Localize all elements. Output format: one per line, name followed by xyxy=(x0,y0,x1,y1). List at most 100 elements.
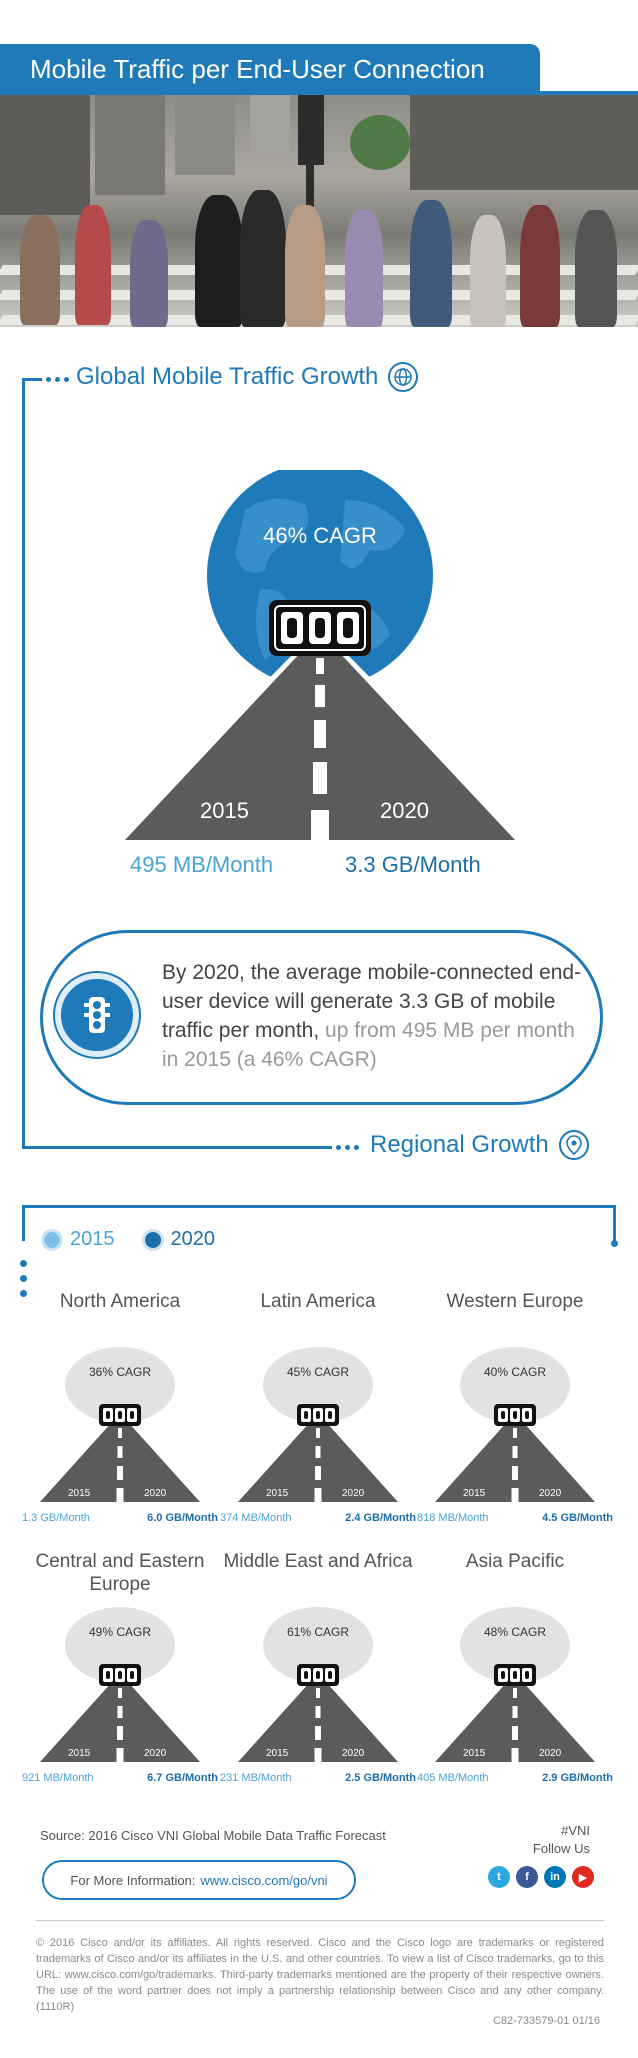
region-year-2020: 2020 xyxy=(342,1488,365,1499)
region-year-2015: 2015 xyxy=(68,1748,91,1759)
region-year-2015: 2015 xyxy=(463,1748,486,1759)
document-code: C82-733579-01 01/16 xyxy=(492,2015,600,2027)
region-card: Central and Eastern Europe 49% CAGR 2015 20… xyxy=(20,1550,220,1784)
region-road-graphic: 61% CAGR 2015 2020 xyxy=(228,1600,408,1770)
region-name: Asia Pacific xyxy=(465,1551,565,1572)
footer-divider xyxy=(36,1920,604,1921)
region-card: Asia Pacific 48% CAGR 2015 2020 405 MB/Month… xyxy=(415,1550,615,1784)
region-name: Latin America xyxy=(260,1291,376,1312)
traffic-light-icon xyxy=(55,973,139,1057)
region-road-svg xyxy=(30,1607,210,1765)
regional-bracket-right xyxy=(613,1205,616,1245)
region-rate-2020: 4.5 GB/Month xyxy=(542,1512,613,1524)
region-rate-2020: 2.4 GB/Month xyxy=(345,1512,416,1524)
regional-growth-title: Regional Growth xyxy=(370,1131,549,1158)
section-bracket-top xyxy=(22,378,42,381)
more-info-link[interactable]: www.cisco.com/go/vni xyxy=(200,1872,328,1888)
region-road-svg xyxy=(425,1347,605,1505)
follow-us-label: Follow Us xyxy=(532,1841,590,1856)
region-rates: 1.3 GB/Month 6.0 GB/Month xyxy=(20,1512,220,1524)
linkedin-icon[interactable]: in xyxy=(544,1866,566,1888)
region-rate-2015: 231 MB/Month xyxy=(220,1772,292,1784)
region-road-svg xyxy=(30,1347,210,1505)
region-road-graphic: 48% CAGR 2015 2020 xyxy=(425,1600,605,1770)
region-year-2020: 2020 xyxy=(144,1488,167,1499)
region-cagr: 49% CAGR xyxy=(88,1625,152,1639)
more-info-label: For More Information: xyxy=(70,1872,196,1888)
region-cagr: 61% CAGR xyxy=(286,1625,350,1639)
global-rate-2015: 495 MB/Month xyxy=(130,852,274,877)
region-rate-2015: 405 MB/Month xyxy=(417,1772,489,1784)
region-road-svg xyxy=(425,1607,605,1765)
region-card: Latin America 45% CAGR 2015 2020 374 MB/Mont… xyxy=(218,1290,418,1524)
region-year-2020: 2020 xyxy=(342,1748,365,1759)
global-cagr-label: 46% CAGR xyxy=(263,523,377,548)
twitter-icon[interactable]: t xyxy=(488,1866,510,1888)
region-road-svg xyxy=(228,1607,408,1765)
region-road-graphic: 45% CAGR 2015 2020 xyxy=(228,1340,408,1510)
regional-bracket-left xyxy=(22,1205,25,1241)
page-title: Mobile Traffic per End-User Connection xyxy=(0,44,540,94)
source-note: Source: 2016 Cisco VNI Global Mobile Dat… xyxy=(40,1828,386,1843)
region-name: Central and Eastern Europe xyxy=(35,1551,205,1595)
regional-bracket-top xyxy=(22,1205,616,1208)
region-year-2015: 2015 xyxy=(266,1488,289,1499)
region-year-2020: 2020 xyxy=(539,1488,562,1499)
year-legend: 2015 2020 xyxy=(44,1228,215,1251)
region-rates: 405 MB/Month 2.9 GB/Month xyxy=(415,1772,615,1784)
more-info-button[interactable]: For More Information: www.cisco.com/go/v… xyxy=(42,1860,356,1900)
callout-light-text: up from 495 MB per month in 2015 (a 46% … xyxy=(162,1019,575,1071)
region-year-2015: 2015 xyxy=(463,1488,486,1499)
region-rate-2020: 2.9 GB/Month xyxy=(542,1772,613,1784)
legend-swatch-2020 xyxy=(144,1231,161,1248)
region-card: North America 36% CAGR 2015 2020 1.3 GB/Mont… xyxy=(20,1290,220,1524)
callout-pill xyxy=(40,930,603,1105)
region-cagr: 36% CAGR xyxy=(88,1365,152,1379)
region-rate-2015: 1.3 GB/Month xyxy=(22,1512,90,1524)
region-rate-2015: 921 MB/Month xyxy=(22,1772,94,1784)
global-road-graphic xyxy=(105,470,535,845)
vni-hashtag: #VNI xyxy=(561,1823,590,1838)
region-card: Western Europe 40% CAGR 2015 2020 818 MB/Mon… xyxy=(415,1290,615,1524)
region-name: Middle East and Africa xyxy=(223,1551,413,1572)
street-crowd-photo xyxy=(0,95,638,327)
region-card: Middle East and Africa 61% CAGR 2015 2020 23… xyxy=(218,1550,418,1784)
region-rates: 921 MB/Month 6.7 GB/Month xyxy=(20,1772,220,1784)
legal-text: © 2016 Cisco and/or its affiliates. All … xyxy=(36,1937,604,2013)
title-underline xyxy=(0,91,638,95)
global-growth-heading: Global Mobile Traffic Growth xyxy=(76,362,419,392)
region-name: North America xyxy=(59,1291,181,1312)
region-rates: 231 MB/Month 2.5 GB/Month xyxy=(218,1772,418,1784)
social-links: t f in ▶ xyxy=(488,1866,594,1888)
region-rates: 818 MB/Month 4.5 GB/Month xyxy=(415,1512,615,1524)
region-cagr: 40% CAGR xyxy=(483,1365,547,1379)
location-pin-icon xyxy=(558,1130,589,1160)
youtube-icon[interactable]: ▶ xyxy=(572,1866,594,1888)
region-road-graphic: 49% CAGR 2015 2020 xyxy=(30,1600,210,1770)
region-cagr: 45% CAGR xyxy=(286,1365,350,1379)
region-rate-2020: 6.0 GB/Month xyxy=(147,1512,218,1524)
legend-label-2020: 2020 xyxy=(170,1228,216,1250)
region-year-2020: 2020 xyxy=(144,1748,167,1759)
global-rate-2020: 3.3 GB/Month xyxy=(345,852,481,877)
region-rate-2015: 818 MB/Month xyxy=(417,1512,489,1524)
vni-follow: #VNI Follow Us xyxy=(533,1822,590,1858)
callout-text: By 2020, the average mobile-connected en… xyxy=(162,958,582,1074)
section-bracket-bottom xyxy=(22,1146,332,1149)
region-rate-2020: 6.7 GB/Month xyxy=(147,1772,218,1784)
section-bracket-vertical xyxy=(22,378,25,1148)
globe-icon xyxy=(388,362,419,392)
global-year-end: 2020 xyxy=(380,798,429,823)
region-rates: 374 MB/Month 2.4 GB/Month xyxy=(218,1512,418,1524)
region-rate-2020: 2.5 GB/Month xyxy=(345,1772,416,1784)
region-year-2015: 2015 xyxy=(266,1748,289,1759)
legend-swatch-2015 xyxy=(44,1231,60,1248)
region-cagr: 48% CAGR xyxy=(483,1625,547,1639)
region-rate-2015: 374 MB/Month xyxy=(220,1512,292,1524)
region-road-svg xyxy=(228,1347,408,1505)
facebook-icon[interactable]: f xyxy=(516,1866,538,1888)
region-name: Western Europe xyxy=(446,1291,584,1312)
legend-label-2015: 2015 xyxy=(70,1228,115,1250)
region-road-graphic: 36% CAGR 2015 2020 xyxy=(30,1340,210,1510)
regional-growth-heading: Regional Growth xyxy=(370,1130,589,1160)
